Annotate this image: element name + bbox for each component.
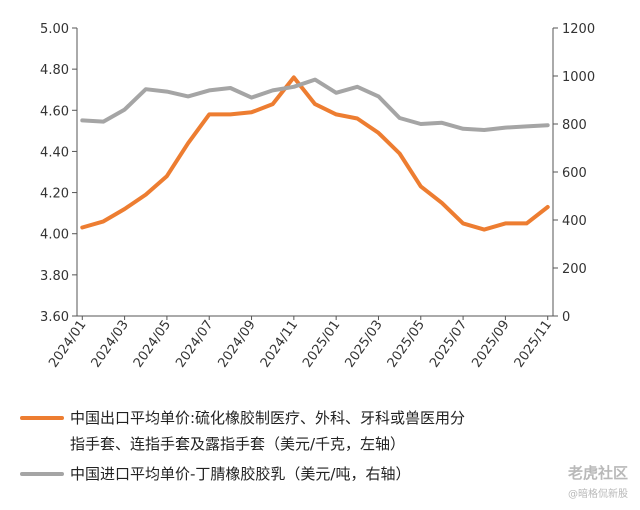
x-tick-label: 2024/09 [216, 318, 259, 371]
left-y-tick-label: 4.80 [40, 63, 69, 78]
legend-swatch-export-price [20, 416, 64, 420]
x-tick-label: 2025/01 [300, 318, 343, 371]
right-y-tick-label: 600 [562, 166, 587, 181]
watermark: 老虎社区 @暗格侃新股 [568, 462, 628, 500]
x-tick-label: 2024/11 [258, 318, 301, 371]
chart-axes [76, 28, 554, 317]
legend-entry-import-price: 中国进口平均单价-丁腈橡胶胶乳（美元/吨，右轴） [20, 461, 620, 487]
right-y-tick-label: 1000 [562, 70, 595, 85]
x-tick-label: 2025/05 [385, 318, 428, 371]
watermark-sub: @暗格侃新股 [568, 489, 628, 500]
legend-label-import-price: 中国进口平均单价-丁腈橡胶胶乳（美元/吨，右轴） [70, 461, 610, 487]
line-chart: 3.60 3.80 4.00 4.20 4.40 4.60 4.80 5.00 0 200 400 6… [40, 22, 595, 371]
right-y-tick-label: 400 [562, 214, 587, 229]
right-y-tick-label: 800 [562, 118, 587, 133]
x-tick-label: 2025/11 [512, 318, 555, 371]
x-tick-label: 2025/09 [469, 318, 512, 371]
series-line-export-price [80, 75, 550, 232]
x-tick-label: 2024/01 [46, 318, 89, 371]
legend-swatch-import-price [20, 472, 64, 476]
left-y-tick-label: 4.60 [40, 104, 69, 119]
legend-label-export-price-line1: 中国出口平均单价:硫化橡胶制医疗、外科、牙科或兽医用分 [70, 409, 466, 427]
left-y-tick-label: 3.60 [40, 310, 69, 325]
legend-label-export-price-line2: 指手套、连指手套及露指手套（美元/千克，左轴） [70, 435, 406, 453]
legend-label-import-price-line1: 中国进口平均单价-丁腈橡胶胶乳（美元/吨，右轴） [70, 465, 411, 483]
legend-label-export-price: 中国出口平均单价:硫化橡胶制医疗、外科、牙科或兽医用分 指手套、连指手套及露指手… [70, 405, 610, 457]
x-tick-label: 2024/07 [173, 318, 216, 371]
left-y-tick-label: 4.40 [40, 145, 69, 160]
right-y-tick-label: 0 [562, 310, 570, 325]
chart-series [80, 75, 550, 232]
left-y-tick-label: 3.80 [40, 269, 69, 284]
x-tick-label: 2024/03 [89, 318, 132, 371]
series-line-import-price [80, 77, 550, 132]
left-y-tick-label: 5.00 [40, 22, 69, 37]
x-tick-label: 2024/05 [131, 318, 174, 371]
chart-ticks: 3.60 3.80 4.00 4.20 4.40 4.60 4.80 5.00 0 200 400 6… [40, 22, 595, 371]
chart-legend: 中国出口平均单价:硫化橡胶制医疗、外科、牙科或兽医用分 指手套、连指手套及露指手… [20, 405, 620, 491]
left-y-tick-label: 4.00 [40, 228, 69, 243]
x-tick-label: 2025/07 [427, 318, 470, 371]
left-y-tick-label: 4.20 [40, 187, 69, 202]
legend-entry-export-price: 中国出口平均单价:硫化橡胶制医疗、外科、牙科或兽医用分 指手套、连指手套及露指手… [20, 405, 620, 457]
right-y-tick-label: 1200 [562, 22, 595, 37]
watermark-main: 老虎社区 [567, 464, 628, 482]
x-tick-label: 2025/03 [342, 318, 385, 371]
right-y-tick-label: 200 [562, 262, 587, 277]
